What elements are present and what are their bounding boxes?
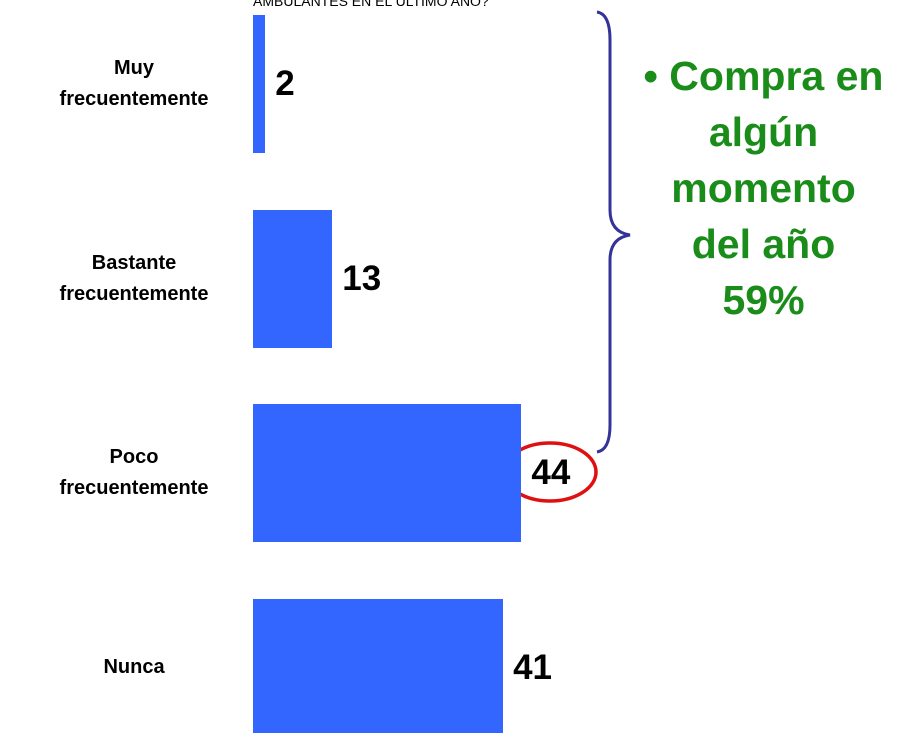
bar: [253, 598, 504, 733]
annotation: Compra en algún momento del año 59%: [610, 48, 917, 328]
value-label: 2: [275, 64, 295, 103]
bar: [253, 404, 522, 542]
chart-subtitle: AMBULANTES EN EL ÚLTIMO AÑO?: [253, 0, 489, 9]
category-label: Bastante frecuentemente: [59, 251, 209, 305]
category-label: Muy frecuentemente: [59, 57, 209, 110]
annotation-line: 59%: [722, 277, 805, 323]
brace: [596, 10, 631, 454]
value-label: 44: [531, 453, 571, 492]
annotation-line: del año: [691, 221, 836, 267]
annotation-line: momento: [671, 165, 856, 211]
annotation-line: algún: [708, 109, 819, 155]
bar: [253, 209, 333, 348]
value-label: 13: [342, 258, 382, 298]
annotation-line: Compra en: [610, 48, 917, 104]
category-label: Poco frecuentemente: [59, 446, 209, 499]
category-label: Nunca: [103, 656, 165, 678]
value-label: 41: [513, 647, 553, 687]
bar: [253, 15, 266, 153]
